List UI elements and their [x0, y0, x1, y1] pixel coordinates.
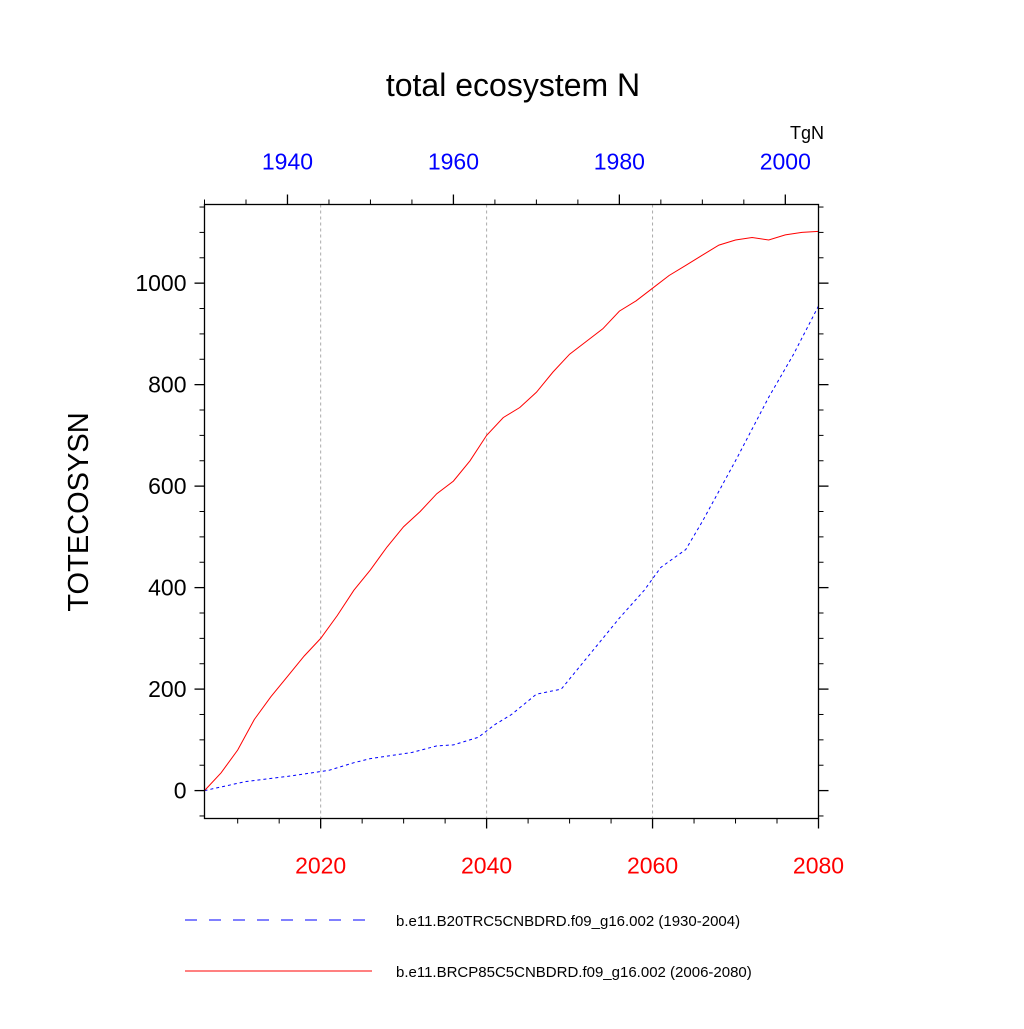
x-bottom-tick-label-2020: 2020	[295, 853, 346, 879]
legend-label-0: b.e11.B20TRC5CNBDRD.f09_g16.002 (1930-20…	[396, 913, 740, 930]
chart-title: total ecosystem N	[386, 67, 640, 103]
x-top-tick-label-1940: 1940	[262, 149, 313, 175]
x-bottom-tick-label-2060: 2060	[627, 853, 678, 879]
gridlines	[320, 204, 654, 819]
y-tick-label-0: 0	[174, 778, 187, 804]
axis-ticks: 0 200 400 600 800 1000 2020 2040 2060 2080 1940 196…	[135, 149, 844, 879]
y-tick-label-600: 600	[148, 473, 186, 499]
y-tick-label-400: 400	[148, 575, 186, 601]
x-bottom-tick-label-2040: 2040	[461, 853, 512, 879]
x-top-tick-label-1960: 1960	[428, 149, 479, 175]
y-tick-label-200: 200	[148, 676, 186, 702]
y-axis-label: TOTECOSYSN	[63, 412, 95, 611]
legend-label-1: b.e11.BRCP85C5CNBDRD.f09_g16.002 (2006-2…	[396, 964, 752, 981]
plot-frame	[203, 203, 820, 820]
y-tick-label-800: 800	[148, 372, 186, 398]
series-line-0	[204, 305, 819, 792]
units-label: TgN	[790, 123, 824, 143]
series-layer	[204, 230, 819, 792]
x-top-tick-label-1980: 1980	[594, 149, 645, 175]
y-tick-label-1000: 1000	[135, 270, 186, 296]
x-bottom-tick-label-2080: 2080	[793, 853, 844, 879]
legend: b.e11.B20TRC5CNBDRD.f09_g16.002 (1930-20…	[185, 913, 752, 981]
series-line-1	[204, 230, 819, 791]
x-top-tick-label-2000: 2000	[760, 149, 811, 175]
